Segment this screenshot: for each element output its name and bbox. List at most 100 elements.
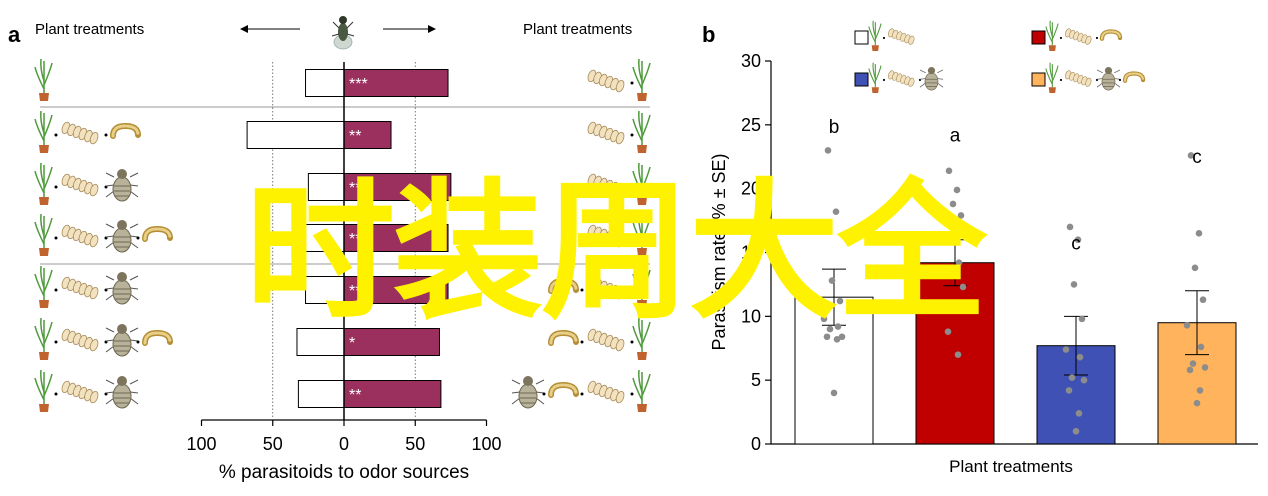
treatment-bar-3: c — [1036, 223, 1116, 445]
plant-icon — [34, 58, 53, 101]
right-treatment-icons — [587, 213, 651, 256]
right-treatment-icons — [587, 110, 651, 153]
data-point — [823, 333, 831, 341]
eggs-icon — [61, 121, 99, 145]
data-point — [1070, 281, 1078, 288]
right-arrow-icon — [383, 25, 436, 33]
separator-dot — [542, 392, 546, 396]
eggs-icon — [587, 121, 625, 145]
separator-dot — [54, 133, 58, 137]
data-point — [828, 277, 836, 284]
separator-dot — [580, 288, 584, 292]
bar-right — [343, 224, 449, 252]
treatment-bar-1: b — [794, 117, 874, 445]
data-point — [941, 233, 949, 241]
plant-icon — [34, 369, 53, 412]
row-6: * — [34, 317, 651, 360]
data-point — [955, 259, 963, 267]
separator-dot — [1095, 36, 1099, 40]
legend-swatch — [854, 30, 869, 45]
plant-icon — [632, 265, 651, 308]
y-tick-label: 0 — [751, 434, 761, 454]
eggs-icon — [888, 28, 915, 45]
larva-icon — [142, 225, 173, 242]
right-treatment-icons — [511, 369, 651, 412]
bar-right — [343, 380, 442, 408]
data-point — [957, 212, 965, 219]
separator-dot — [54, 340, 58, 344]
data-point — [1080, 376, 1088, 384]
bar-right — [343, 173, 452, 201]
data-point — [838, 333, 846, 341]
legend-icons — [1045, 20, 1123, 51]
data-point — [1187, 152, 1195, 159]
left-treatment-icons — [34, 162, 139, 205]
data-point — [953, 186, 961, 194]
separator-dot — [54, 185, 58, 189]
data-point — [820, 315, 828, 323]
data-point — [1191, 264, 1199, 272]
data-point — [1196, 387, 1204, 394]
data-point — [1183, 321, 1191, 329]
eggs-icon — [587, 276, 625, 300]
x-tick-label: 100 — [471, 434, 501, 454]
significance-letter: c — [1192, 147, 1202, 168]
right-treatment-icons — [587, 58, 651, 101]
plant-icon — [34, 213, 53, 256]
separator-dot — [1059, 78, 1063, 82]
panel-a-header-right: Plant treatments — [523, 21, 632, 38]
separator-dot — [1059, 36, 1063, 40]
larva-icon — [142, 329, 173, 346]
fly-icon — [331, 16, 355, 50]
wasp-icon — [511, 376, 545, 409]
legend-icons — [868, 20, 915, 51]
data-point — [1189, 360, 1197, 367]
data-point — [1195, 230, 1203, 237]
plant-icon — [34, 110, 53, 153]
data-point — [1068, 374, 1076, 381]
data-point — [1072, 427, 1080, 435]
larva-icon — [110, 122, 141, 139]
significance-label: ** — [349, 283, 361, 300]
data-point — [824, 147, 832, 154]
bar-left — [246, 121, 345, 149]
separator-dot — [54, 288, 58, 292]
data-point — [1066, 223, 1074, 231]
legend-item-4 — [1031, 62, 1146, 93]
eggs-icon — [61, 276, 99, 300]
legend-swatch — [1031, 72, 1046, 87]
separator-dot — [630, 81, 634, 85]
row-5: ** — [34, 265, 651, 308]
separator-dot — [630, 392, 634, 396]
left-treatment-icons — [34, 369, 139, 412]
separator-dot — [1118, 78, 1122, 82]
data-point — [1193, 399, 1201, 407]
panel-b-y-label: Parasitism rate (% ± SE) — [709, 154, 729, 351]
legend-item-3 — [854, 62, 944, 93]
plant-icon — [34, 317, 53, 360]
treatment-bar-4: c — [1157, 147, 1237, 445]
row-2: ** — [34, 110, 651, 153]
legend-icons — [868, 62, 944, 93]
row-1: *** — [34, 58, 651, 101]
data-point — [833, 336, 841, 343]
treatment-bar-2: a — [915, 126, 995, 445]
panel-a-label: a — [8, 22, 21, 47]
larva-icon — [1099, 29, 1123, 41]
x-tick-label: 0 — [339, 434, 349, 454]
data-point — [1197, 343, 1205, 351]
right-treatment-icons — [548, 265, 651, 308]
data-point — [959, 283, 967, 291]
x-tick-label: 50 — [405, 434, 425, 454]
data-point — [834, 323, 842, 330]
significance-letter: c — [1071, 233, 1081, 254]
plant-icon — [632, 369, 651, 412]
bar-left — [307, 173, 345, 201]
wasp-icon — [105, 169, 139, 202]
plant-icon — [34, 162, 53, 205]
plant-icon — [632, 213, 651, 256]
significance-label: ** — [349, 387, 361, 404]
data-point — [836, 297, 844, 305]
bar-left — [305, 276, 345, 304]
